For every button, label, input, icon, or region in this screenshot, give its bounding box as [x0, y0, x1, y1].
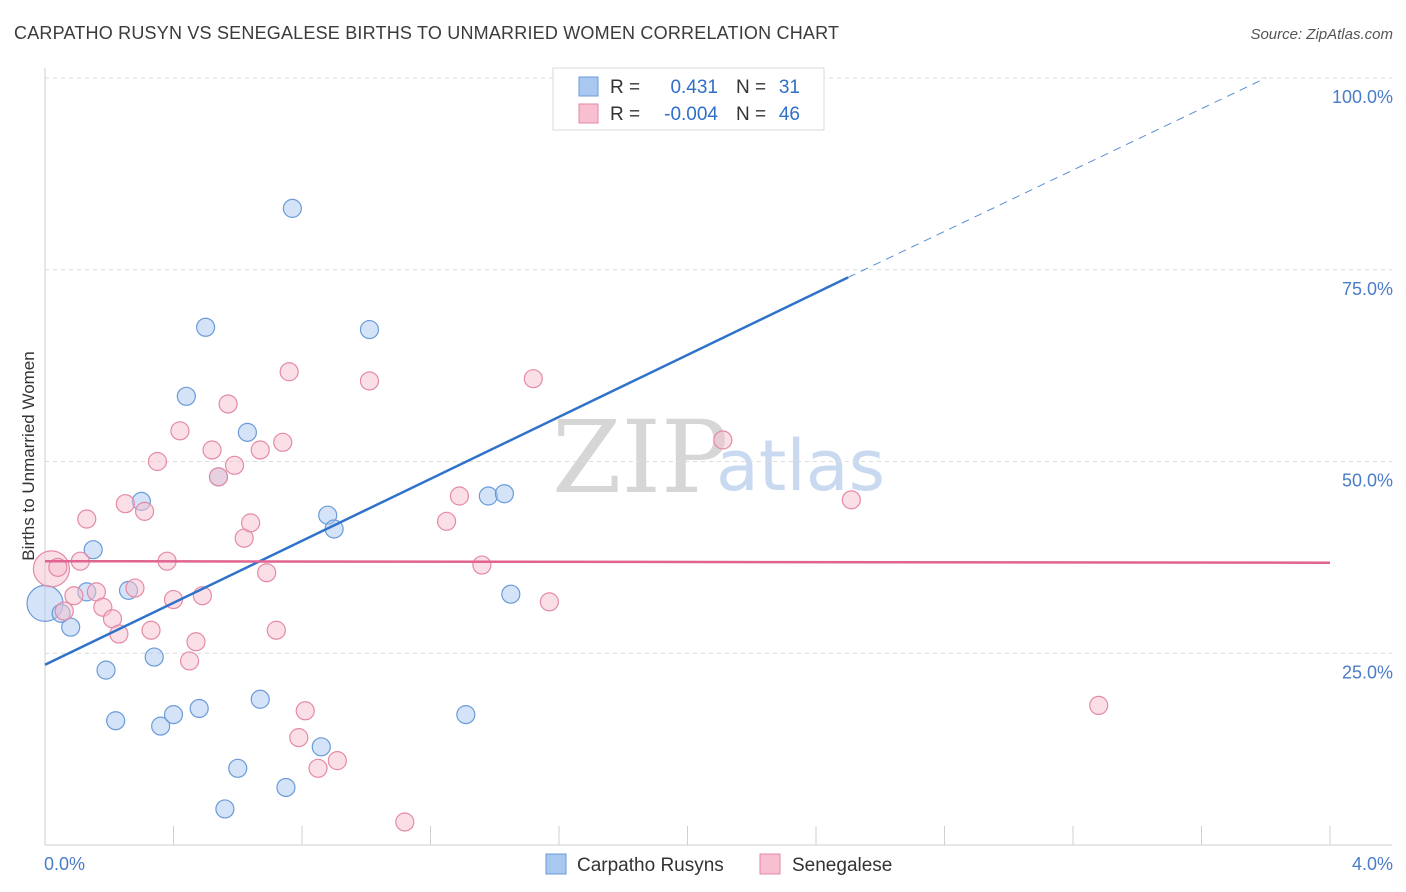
senegalese-point: [202, 440, 222, 460]
senegalese-point: [539, 592, 559, 612]
senegalese-point: [273, 432, 293, 452]
senegalese-point: [295, 701, 315, 721]
bottom-legend-swatch-senegalese: [759, 853, 781, 875]
senegalese-point: [257, 563, 277, 583]
bottom-legend: Carpatho Rusyns Senegalese: [545, 853, 892, 876]
carpatho-point: [237, 422, 257, 442]
senegalese-point: [224, 455, 245, 475]
senegalese-point: [77, 509, 97, 529]
legend-n-label-2: N =: [736, 104, 766, 125]
senegalese-point: [186, 632, 206, 652]
legend-r-value-2: -0.004: [664, 104, 718, 125]
y-tick-label: 75.0%: [1342, 279, 1393, 299]
senegalese-point: [208, 467, 229, 487]
x-ticks: [173, 826, 1331, 845]
x-tick-label-max: 4.0%: [1352, 854, 1393, 874]
chart-source: Source: ZipAtlas.com: [1250, 26, 1393, 43]
carpatho-point: [478, 486, 498, 506]
senegalese-point: [279, 362, 299, 382]
legend-swatch-carpatho: [578, 76, 599, 97]
carpatho-point: [311, 737, 331, 757]
senegalese-point: [141, 620, 161, 640]
carpatho-point: [359, 319, 380, 340]
senegalese-point: [308, 758, 328, 778]
senegalese-point: [170, 421, 190, 441]
senegalese-point: [115, 494, 135, 514]
carpatho-point: [189, 698, 209, 719]
senegalese-point: [147, 451, 168, 472]
senegalese-point: [449, 486, 470, 506]
senegalese-point: [54, 601, 74, 621]
carpatho-point: [494, 484, 514, 504]
watermark: ZIP atlas: [552, 399, 885, 516]
y-tick-label: 100.0%: [1332, 87, 1393, 107]
chart-title: CARPATHO RUSYN VS SENEGALESE BIRTHS TO U…: [14, 23, 839, 43]
y-tick-label: 25.0%: [1342, 662, 1393, 682]
senegalese-point: [436, 511, 457, 531]
legend-n-value-1: 31: [779, 77, 800, 98]
senegalese-point: [241, 513, 261, 533]
carpatho-point: [176, 386, 196, 406]
y-tick-labels: 25.0% 50.0% 75.0% 100.0%: [1332, 87, 1393, 682]
legend-n-label-1: N =: [736, 77, 766, 98]
senegalese-point: [841, 490, 861, 510]
bottom-legend-swatch-carpatho: [545, 853, 567, 875]
carpatho-trend-extension: [847, 77, 1266, 278]
carpatho-point: [163, 705, 184, 725]
legend-swatch-senegalese: [578, 103, 599, 124]
senegalese-point: [64, 586, 84, 606]
senegalese-point: [179, 651, 200, 671]
legend-r-label-1: R =: [610, 77, 640, 98]
legend-r-value-1: 0.431: [670, 77, 718, 98]
carpatho-point: [83, 540, 103, 560]
bottom-legend-label-senegalese: Senegalese: [792, 855, 892, 876]
senegalese-point: [472, 555, 492, 575]
senegalese-point: [395, 812, 415, 832]
legend-n-value-2: 46: [779, 104, 800, 125]
watermark-atlas: atlas: [716, 425, 885, 507]
legend-r-label-2: R =: [610, 104, 640, 125]
senegalese-trend-line: [44, 559, 1331, 564]
carpatho-point: [61, 617, 81, 637]
y-tick-label: 50.0%: [1342, 471, 1393, 491]
senegalese-point: [250, 440, 270, 460]
senegalese-point: [48, 557, 68, 577]
carpatho-trend-line: [44, 276, 849, 666]
carpatho-point: [96, 660, 116, 680]
legend-box: R = 0.431 N = 31 R = -0.004 N = 46: [552, 67, 825, 131]
senegalese-point: [523, 369, 543, 389]
senegalese-point: [266, 620, 286, 640]
carpatho-point: [456, 705, 476, 725]
carpatho-point: [106, 711, 126, 731]
senegalese-point: [134, 501, 155, 521]
carpatho-point: [501, 584, 521, 604]
y-axis-label: Births to Unmarried Women: [19, 351, 38, 560]
carpatho-point: [228, 758, 248, 778]
senegalese-point: [359, 371, 380, 391]
senegalese-point: [1089, 695, 1109, 716]
carpatho-point: [215, 799, 235, 819]
carpatho-point: [151, 716, 171, 736]
senegalese-point: [218, 394, 238, 414]
trend-layer: [44, 77, 1331, 666]
watermark-zip: ZIP: [552, 399, 728, 516]
carpatho-point: [144, 647, 164, 667]
carpatho-point: [282, 198, 302, 218]
senegalese-point: [713, 430, 733, 450]
carpatho-point: [276, 777, 296, 798]
carpatho-point: [196, 317, 216, 337]
senegalese-point: [125, 578, 145, 598]
x-tick-label-min: 0.0%: [44, 854, 85, 874]
senegalese-point: [289, 728, 309, 748]
senegalese-point: [327, 751, 347, 771]
bottom-legend-label-carpatho: Carpatho Rusyns: [577, 855, 724, 876]
carpatho-point: [250, 689, 270, 709]
